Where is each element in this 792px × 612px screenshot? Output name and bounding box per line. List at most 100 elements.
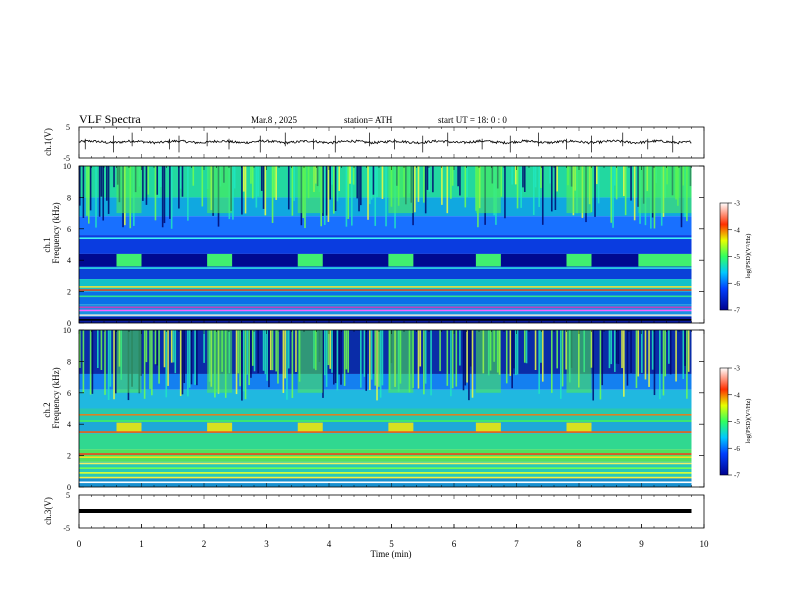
sferic-streak	[163, 166, 166, 224]
xtick-label: 2	[202, 539, 207, 549]
sferic-streak	[255, 166, 258, 208]
sferic-streak	[352, 166, 355, 185]
sferic-streak	[232, 166, 234, 220]
sferic-streak	[97, 330, 99, 369]
sferic-streak	[592, 330, 595, 401]
burst-plume	[475, 166, 501, 214]
sferic-streak	[325, 166, 328, 216]
sferic-streak	[466, 330, 468, 383]
sferic-streak	[509, 330, 512, 376]
transmitter-burst	[297, 422, 323, 433]
xtick-label: 5	[389, 539, 394, 549]
sferic-streak	[201, 166, 204, 207]
sferic-streak	[644, 330, 647, 380]
colorbar-tick-label: -5	[734, 253, 740, 261]
ch2-colorbar-label: log(PSD)(V²/Hz)	[745, 399, 752, 444]
sferic-streak	[556, 330, 558, 369]
sferic-streak	[107, 166, 110, 214]
sferic-streak	[559, 330, 562, 399]
sferic-streak	[511, 330, 513, 389]
sferic-streak	[260, 166, 263, 191]
sferic-streak	[264, 166, 267, 216]
spectrogram-band	[79, 253, 692, 267]
sferic-streak	[165, 330, 168, 398]
sferic-streak	[107, 330, 110, 401]
sferic-streak	[324, 330, 326, 376]
sferic-streak	[635, 330, 638, 389]
sferic-streak	[615, 166, 618, 200]
sferic-streak	[659, 330, 661, 400]
narrowband-line	[79, 309, 692, 312]
sferic-streak	[633, 166, 636, 221]
sferic-streak	[624, 166, 627, 216]
sferic-streak	[623, 330, 625, 397]
ch2-spectrogram-panel: ch.2 Frequency (kHz) 0 2 4 6 8 10	[42, 326, 705, 492]
sferic-streak	[248, 330, 250, 386]
xtick-label: 0	[77, 539, 82, 549]
ch1-spectrogram-image	[79, 166, 704, 323]
sferic-streak	[464, 330, 467, 386]
sferic-streak	[325, 330, 328, 387]
sferic-streak	[514, 166, 517, 185]
ch1-colorbar-gradient	[719, 202, 729, 311]
burst-plume	[566, 330, 592, 393]
xtick-label: 1	[139, 539, 144, 549]
sferic-streak	[143, 330, 146, 399]
sferic-streak	[653, 330, 656, 396]
sferic-streak	[441, 166, 443, 205]
sferic-streak	[414, 166, 416, 213]
narrowband-line	[79, 467, 692, 469]
narrowband-line	[79, 267, 692, 269]
sferic-streak	[250, 330, 252, 378]
sferic-streak	[329, 330, 332, 369]
ch1-waveform-frame	[78, 126, 705, 159]
ytick-label: 6	[67, 389, 71, 398]
sferic-streak	[262, 330, 265, 371]
sferic-streak	[365, 330, 368, 391]
sferic-streak	[637, 330, 640, 377]
sferic-streak	[237, 330, 240, 374]
spectrogram-band	[79, 449, 692, 462]
ytick-label: 2	[67, 452, 71, 461]
sferic-streak	[459, 166, 461, 196]
sferic-streak	[532, 166, 535, 215]
sferic-streak	[554, 166, 557, 211]
sferic-streak	[282, 330, 285, 393]
sferic-streak	[423, 330, 425, 395]
sferic-streak	[439, 330, 441, 372]
narrowband-line	[79, 472, 692, 474]
burst-plume	[388, 330, 414, 393]
burst-plume	[638, 166, 692, 214]
sferic-streak	[262, 166, 265, 209]
sferic-streak	[187, 330, 189, 397]
sferic-streak	[610, 166, 613, 223]
sferic-streak	[336, 330, 339, 391]
sferic-streak	[540, 166, 542, 188]
sferic-streak	[455, 330, 458, 387]
sferic-streak	[343, 330, 346, 386]
sferic-streak	[188, 330, 191, 388]
sferic-streak	[538, 330, 540, 394]
ch1-waveform-trace	[78, 139, 692, 145]
sferic-streak	[540, 330, 542, 363]
sferic-streak	[504, 166, 506, 219]
ch1-colorbar-label: log(PSD)(V²/Hz)	[745, 234, 752, 279]
sferic-streak	[275, 166, 277, 200]
sferic-streak	[615, 330, 618, 364]
narrowband-line	[79, 476, 692, 479]
sferic-streak	[277, 330, 279, 384]
sferic-streak	[145, 166, 148, 205]
narrowband-line	[79, 295, 692, 298]
sferic-streak	[565, 330, 567, 370]
narrowband-line	[79, 319, 692, 321]
sferic-streak	[641, 330, 643, 373]
colorbar-tick-label: -6	[734, 445, 740, 453]
ytick-label: 8	[67, 193, 71, 202]
sferic-streak	[327, 166, 330, 222]
narrowband-line	[79, 286, 692, 288]
burst-plume	[475, 330, 501, 393]
date-label: Mar.8 , 2025	[251, 115, 297, 125]
sferic-streak	[637, 166, 640, 207]
sferic-streak	[376, 330, 378, 401]
sferic-streak	[500, 166, 503, 197]
